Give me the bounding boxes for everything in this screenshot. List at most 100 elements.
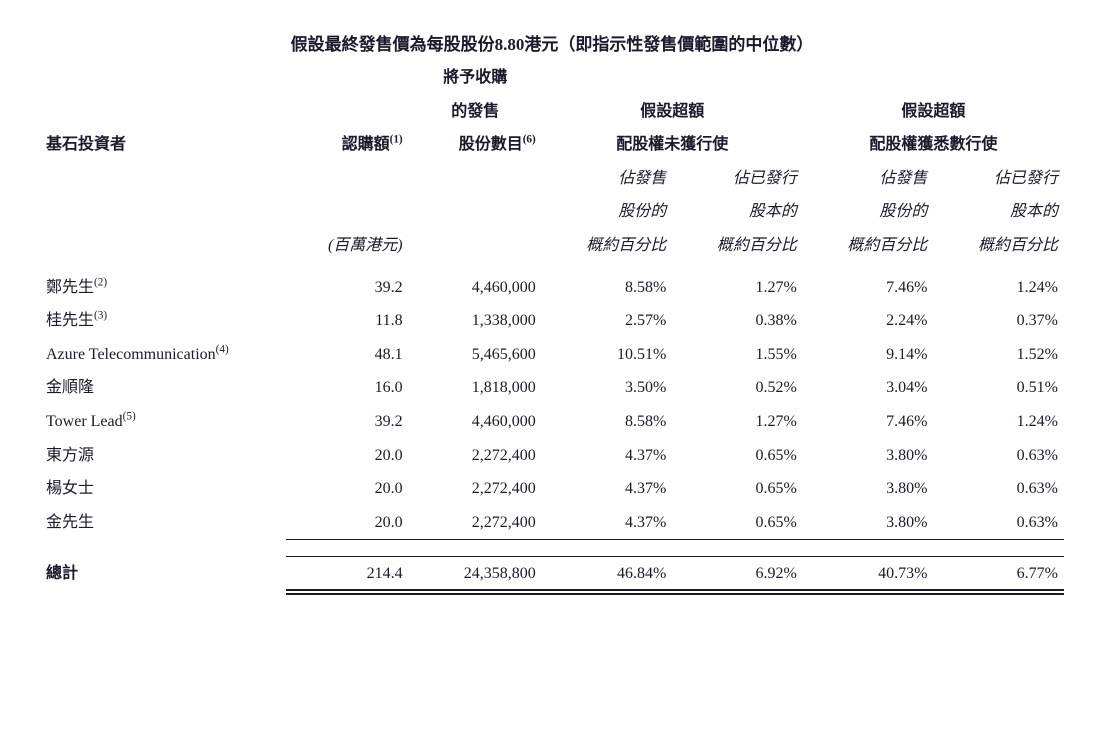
investor-name: Tower Lead(5)	[40, 405, 286, 439]
cell-pct-offer-ex: 2.24%	[803, 304, 934, 338]
header-row-2: 的發售 假設超額 假設超額	[40, 95, 1064, 129]
table-row: Tower Lead(5)39.24,460,0008.58%1.27%7.46…	[40, 405, 1064, 439]
cell-pct-offer-ex: 3.80%	[803, 506, 934, 540]
cell-pct-issued-ex: 0.51%	[933, 371, 1064, 405]
cell-amount: 20.0	[286, 439, 409, 473]
cell-pct-offer-ex: 7.46%	[803, 271, 934, 305]
investor-name-text: 桂先生	[46, 312, 94, 329]
investor-name: 金順隆	[40, 371, 286, 405]
hdr-group-no-l2: 配股權未獲行使	[542, 128, 803, 162]
hdr-group-ex-l1: 假設超額	[803, 95, 1064, 129]
hdr-ex-issued-l3: 概約百分比	[933, 229, 1064, 263]
table-row: 金先生20.02,272,4004.37%0.65%3.80%0.63%	[40, 506, 1064, 540]
total-pct-issued-no: 6.92%	[672, 557, 803, 591]
investor-name: 鄭先生(2)	[40, 271, 286, 305]
cell-pct-offer-ex: 9.14%	[803, 338, 934, 372]
table-title: 假設最終發售價為每股股份8.80港元（即指示性發售價範圍的中位數）	[40, 30, 1064, 55]
investor-name-text: 東方源	[46, 447, 94, 464]
cell-shares: 4,460,000	[409, 271, 542, 305]
hdr-ex-issued-l2: 股本的	[933, 195, 1064, 229]
hdr-amount-text: 認購額	[342, 136, 390, 153]
cell-shares: 4,460,000	[409, 405, 542, 439]
investor-name: 桂先生(3)	[40, 304, 286, 338]
cell-amount: 39.2	[286, 271, 409, 305]
total-pct-issued-ex: 6.77%	[933, 557, 1064, 591]
cell-pct-offer-no: 2.57%	[542, 304, 673, 338]
cell-pct-issued-no: 0.52%	[672, 371, 803, 405]
hdr-group-no-l1: 假設超額	[542, 95, 803, 129]
investor-name: Azure Telecommunication(4)	[40, 338, 286, 372]
total-amount: 214.4	[286, 557, 409, 591]
cell-pct-issued-no: 1.55%	[672, 338, 803, 372]
hdr-group-ex-l2: 配股權獲悉數行使	[803, 128, 1064, 162]
cell-pct-offer-no: 4.37%	[542, 472, 673, 506]
table-row: 鄭先生(2)39.24,460,0008.58%1.27%7.46%1.24%	[40, 271, 1064, 305]
cell-amount: 39.2	[286, 405, 409, 439]
total-shares: 24,358,800	[409, 557, 542, 591]
hdr-no-offer-l2: 股份的	[542, 195, 673, 229]
header-row-4: 佔發售 佔已發行 佔發售 佔已發行	[40, 162, 1064, 196]
cell-pct-offer-no: 3.50%	[542, 371, 673, 405]
hdr-ex-offer-l2: 股份的	[803, 195, 934, 229]
investor-name: 楊女士	[40, 472, 286, 506]
hdr-investor: 基石投資者	[40, 128, 286, 162]
cell-pct-offer-no: 10.51%	[542, 338, 673, 372]
cell-pct-offer-ex: 3.80%	[803, 472, 934, 506]
cell-pct-issued-ex: 1.24%	[933, 405, 1064, 439]
cell-pct-offer-ex: 3.04%	[803, 371, 934, 405]
hdr-no-offer-l1: 佔發售	[542, 162, 673, 196]
cell-pct-issued-no: 0.65%	[672, 506, 803, 540]
total-pct-offer-no: 46.84%	[542, 557, 673, 591]
investor-note: (2)	[94, 276, 107, 288]
investor-note: (4)	[216, 343, 229, 355]
cell-pct-offer-no: 8.58%	[542, 405, 673, 439]
header-row-3: 基石投資者 認購額(1) 股份數目(6) 配股權未獲行使 配股權獲悉數行使	[40, 128, 1064, 162]
header-row-5: 股份的 股本的 股份的 股本的	[40, 195, 1064, 229]
cell-shares: 1,338,000	[409, 304, 542, 338]
hdr-amount: 認購額(1)	[286, 128, 409, 162]
cell-amount: 16.0	[286, 371, 409, 405]
hdr-no-issued-l1: 佔已發行	[672, 162, 803, 196]
cell-shares: 5,465,600	[409, 338, 542, 372]
cell-pct-offer-no: 4.37%	[542, 506, 673, 540]
investor-name: 東方源	[40, 439, 286, 473]
total-label: 總計	[40, 557, 286, 591]
cell-pct-issued-no: 0.65%	[672, 472, 803, 506]
table-row: Azure Telecommunication(4)48.15,465,6001…	[40, 338, 1064, 372]
header-row-1: 將予收購	[40, 61, 1064, 95]
cell-amount: 20.0	[286, 506, 409, 540]
investor-name-text: Tower Lead	[46, 413, 123, 430]
hdr-amount-note: (1)	[390, 134, 403, 146]
hdr-ex-issued-l1: 佔已發行	[933, 162, 1064, 196]
investor-name-text: 金先生	[46, 514, 94, 531]
hdr-ex-offer-l3: 概約百分比	[803, 229, 934, 263]
cell-pct-issued-ex: 1.24%	[933, 271, 1064, 305]
header-row-6: (百萬港元) 概約百分比 概約百分比 概約百分比 概約百分比	[40, 229, 1064, 263]
cell-amount: 20.0	[286, 472, 409, 506]
cornerstone-table: 將予收購 的發售 假設超額 假設超額 基石投資者 認購額(1) 股份數目(6) …	[40, 61, 1064, 591]
cell-shares: 2,272,400	[409, 472, 542, 506]
hdr-no-issued-l2: 股本的	[672, 195, 803, 229]
hdr-shares: 股份數目(6)	[409, 128, 542, 162]
table-row: 桂先生(3)11.81,338,0002.57%0.38%2.24%0.37%	[40, 304, 1064, 338]
investor-name-text: 鄭先生	[46, 279, 94, 296]
total-row: 總計 214.4 24,358,800 46.84% 6.92% 40.73% …	[40, 557, 1064, 591]
cell-amount: 11.8	[286, 304, 409, 338]
investor-name-text: 楊女士	[46, 480, 94, 497]
cell-pct-issued-no: 1.27%	[672, 271, 803, 305]
cell-pct-issued-ex: 0.37%	[933, 304, 1064, 338]
cell-shares: 1,818,000	[409, 371, 542, 405]
cell-shares: 2,272,400	[409, 506, 542, 540]
table-row: 金順隆16.01,818,0003.50%0.52%3.04%0.51%	[40, 371, 1064, 405]
hdr-no-issued-l3: 概約百分比	[672, 229, 803, 263]
investor-note: (3)	[94, 310, 107, 322]
cell-pct-issued-ex: 0.63%	[933, 439, 1064, 473]
investor-name: 金先生	[40, 506, 286, 540]
cell-pct-offer-ex: 7.46%	[803, 405, 934, 439]
cell-pct-issued-ex: 0.63%	[933, 472, 1064, 506]
table-row: 東方源20.02,272,4004.37%0.65%3.80%0.63%	[40, 439, 1064, 473]
cell-pct-issued-no: 0.38%	[672, 304, 803, 338]
hdr-no-offer-l3: 概約百分比	[542, 229, 673, 263]
hdr-amount-unit: (百萬港元)	[286, 229, 409, 263]
cell-pct-offer-no: 8.58%	[542, 271, 673, 305]
